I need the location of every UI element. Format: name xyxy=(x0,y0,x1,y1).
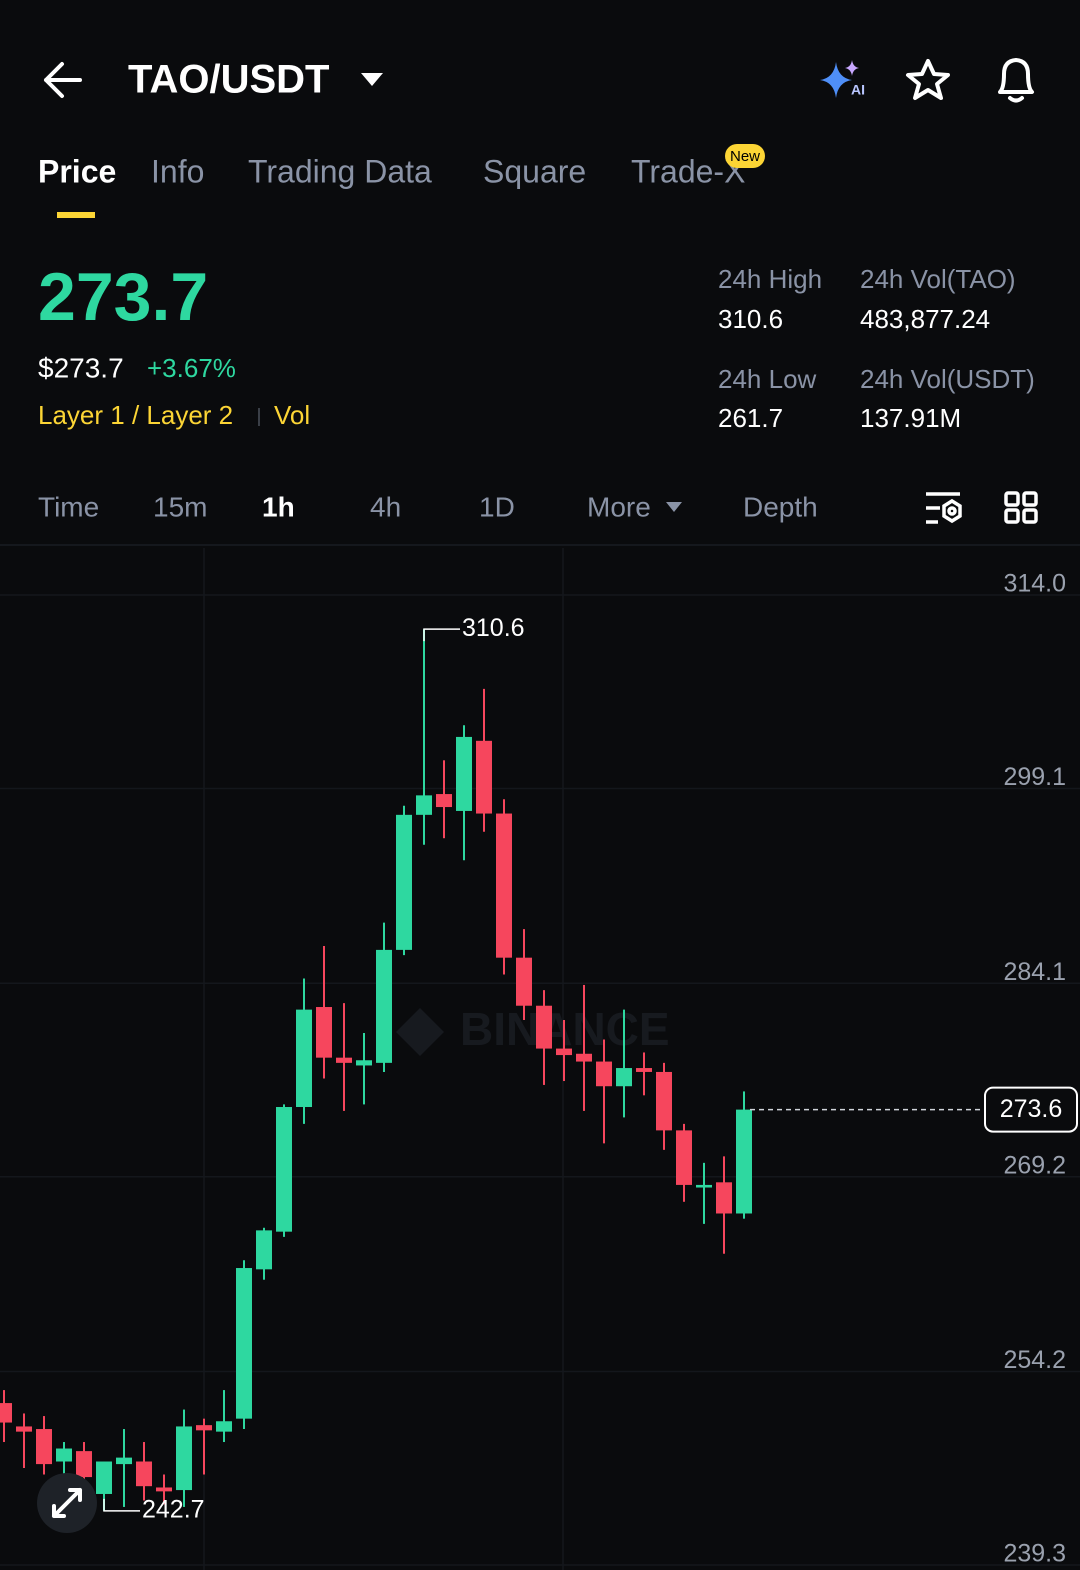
y-tick-label: 314.0 xyxy=(1003,570,1066,598)
favorite-button[interactable] xyxy=(906,59,950,100)
y-tick-label: 299.1 xyxy=(1003,763,1066,791)
stat-label: 24h High xyxy=(718,264,822,294)
candle-body xyxy=(496,813,512,958)
candle-body xyxy=(116,1457,132,1465)
stat-value: 137.91M xyxy=(860,403,961,433)
candle-body xyxy=(136,1461,152,1487)
fiat-price: $273.7 xyxy=(38,352,124,383)
candle-body xyxy=(596,1061,612,1087)
y-tick-label: 239.3 xyxy=(1003,1540,1066,1568)
candle-body xyxy=(156,1487,172,1492)
candle-body xyxy=(256,1230,272,1270)
interval[interactable]: Time xyxy=(38,491,99,522)
candle-body xyxy=(396,814,412,950)
interval[interactable]: 1h xyxy=(262,491,295,522)
indicator-settings[interactable] xyxy=(926,492,962,524)
y-tick-label: 254.2 xyxy=(1003,1346,1066,1374)
stat-value: 310.6 xyxy=(718,304,783,334)
low-marker: 242.7 xyxy=(142,1495,205,1523)
candle-body xyxy=(76,1451,92,1478)
high-marker-line xyxy=(423,628,460,642)
interval[interactable]: Depth xyxy=(743,491,818,522)
candle-body xyxy=(276,1107,292,1232)
candle-body xyxy=(96,1461,112,1494)
candle-body xyxy=(356,1060,372,1066)
candle-body xyxy=(556,1048,572,1056)
pair-dropdown[interactable] xyxy=(361,73,383,86)
high-marker: 310.6 xyxy=(462,614,525,642)
last-price-label: 273.6 xyxy=(1000,1095,1063,1123)
expand-button[interactable] xyxy=(37,1473,97,1533)
candle-body xyxy=(316,1007,332,1058)
candle-body xyxy=(736,1109,752,1214)
candle-body xyxy=(36,1429,52,1465)
pair-title[interactable]: TAO/USDT xyxy=(128,58,329,102)
stat-label: 24h Vol(USDT) xyxy=(860,364,1035,394)
y-tick-label: 269.2 xyxy=(1003,1151,1066,1179)
last-price-box xyxy=(984,1086,1078,1133)
tab[interactable]: Price xyxy=(38,153,116,189)
candle-body xyxy=(236,1268,252,1419)
alert-button[interactable] xyxy=(998,58,1034,103)
tag-separator xyxy=(258,408,260,426)
candle-body xyxy=(376,949,392,1063)
tab[interactable]: Square xyxy=(483,153,586,189)
price-change: +3.67% xyxy=(147,353,236,383)
candle-body xyxy=(656,1071,672,1131)
candle-body xyxy=(16,1426,32,1432)
new-badge-text: New xyxy=(730,148,760,165)
interval[interactable]: More xyxy=(587,491,651,522)
last-price: 273.7 xyxy=(38,259,208,335)
candlestick-chart: BINANCE 314.0 299.1 284.1 269.2 254.2 239.3 31… xyxy=(0,548,1080,1570)
watermark-group: BINANCE xyxy=(396,1003,670,1056)
interval[interactable]: 1D xyxy=(479,491,515,522)
y-tick-label: 284.1 xyxy=(1003,958,1066,986)
candle-body xyxy=(616,1068,632,1087)
candle-body xyxy=(216,1421,232,1432)
candle-body xyxy=(0,1403,12,1423)
candle-body xyxy=(716,1182,732,1214)
tab[interactable]: Trading Data xyxy=(248,153,432,189)
candle-body xyxy=(516,957,532,1006)
stat-label: 24h Low xyxy=(718,364,817,394)
tag[interactable]: Layer 1 / Layer 2 xyxy=(38,400,233,430)
back-button[interactable] xyxy=(44,62,82,98)
watermark-logo xyxy=(396,1008,444,1056)
tab-underline xyxy=(57,212,95,218)
candle-body xyxy=(576,1053,592,1062)
new-badge xyxy=(725,144,765,168)
candle-body xyxy=(676,1130,692,1185)
stat-label: 24h Vol(TAO) xyxy=(860,264,1016,294)
candle-body xyxy=(476,740,492,814)
candle-body xyxy=(176,1426,192,1491)
interval[interactable]: 4h xyxy=(370,491,401,522)
stat-value: 483,877.24 xyxy=(860,304,990,334)
candle-body xyxy=(296,1009,312,1108)
candle-body xyxy=(416,795,432,815)
candle-body xyxy=(436,794,452,808)
candle-body xyxy=(636,1068,652,1072)
candle-body xyxy=(456,736,472,811)
stat-value: 261.7 xyxy=(718,403,783,433)
candle-body xyxy=(56,1448,72,1462)
tag[interactable]: Vol xyxy=(274,400,310,430)
layout-toggle[interactable] xyxy=(1004,491,1038,524)
ai-glyph: AI xyxy=(851,82,865,98)
tab[interactable]: Info xyxy=(151,153,204,189)
candle-body xyxy=(336,1057,352,1063)
low-marker-line xyxy=(103,1498,140,1512)
ai-icon[interactable]: AI xyxy=(820,60,865,98)
candle-body xyxy=(196,1425,212,1431)
interval[interactable]: 15m xyxy=(153,491,207,522)
more-arrow xyxy=(666,502,682,512)
candle-body xyxy=(696,1184,712,1188)
candle-body xyxy=(536,1005,552,1049)
